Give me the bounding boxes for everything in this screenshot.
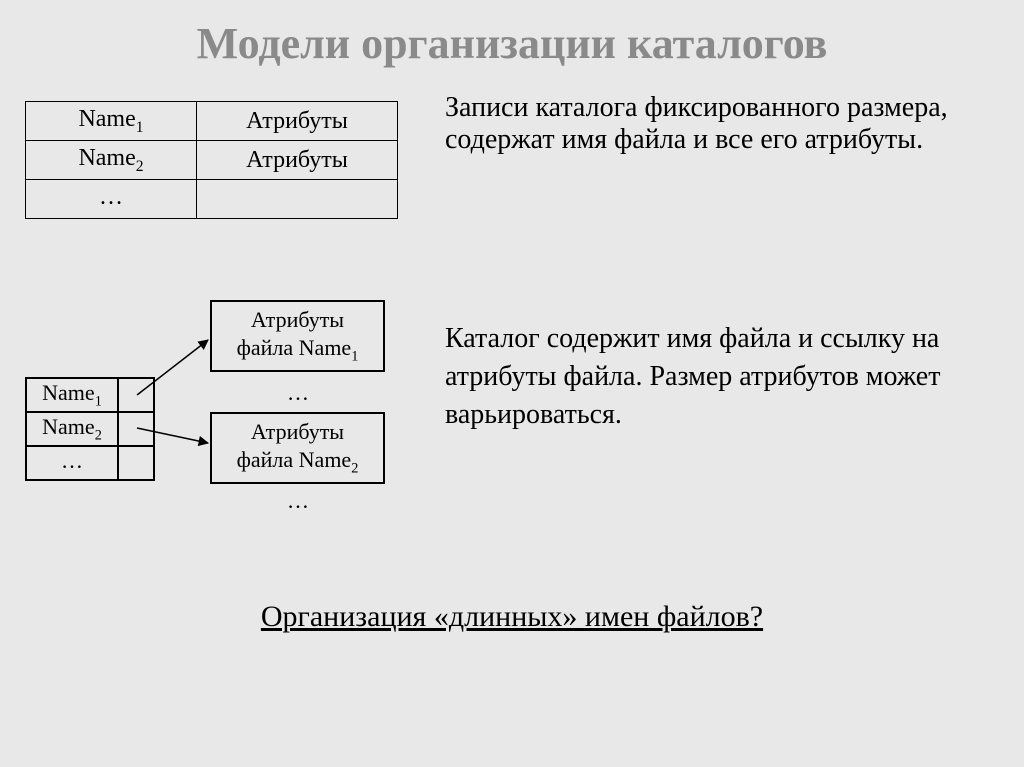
cell-pointer <box>118 412 154 446</box>
page-title: Модели организации каталогов <box>0 18 1024 69</box>
cell-name: Name2 <box>26 412 118 446</box>
cell-name: Name1 <box>26 102 197 141</box>
table-row: Name2 Атрибуты <box>26 141 398 180</box>
slide: Модели организации каталогов Name1 Атриб… <box>0 0 1024 767</box>
cell-name: Name2 <box>26 141 197 180</box>
cell-name: … <box>26 446 118 480</box>
attrbox-2: Атрибуты файла Name2 <box>210 412 385 484</box>
model1-description: Записи каталога фиксированного размера, … <box>445 92 1000 156</box>
cell-pointer <box>118 378 154 412</box>
footer-question: Организация «длинных» имен файлов? <box>0 600 1024 634</box>
ellipsis-trailing: … <box>268 488 328 514</box>
model2-description: Каталог содержит имя файла и ссылку на а… <box>445 320 1000 433</box>
table-row: Name1 <box>26 378 154 412</box>
table-row: … <box>26 180 398 219</box>
cell-attr: Атрибуты <box>197 141 398 180</box>
table-row: Name1 Атрибуты <box>26 102 398 141</box>
table-row: Name2 <box>26 412 154 446</box>
cell-attr: Атрибуты <box>197 102 398 141</box>
cell-attr <box>197 180 398 219</box>
model2-name-table: Name1 Name2 … <box>25 377 155 481</box>
model1-table: Name1 Атрибуты Name2 Атрибуты … <box>25 101 398 219</box>
cell-name: … <box>26 180 197 219</box>
model2-diagram: Name1 Name2 … Атрибуты файла Name1 … <box>25 300 425 550</box>
ellipsis-between: … <box>268 380 328 406</box>
attrbox-1: Атрибуты файла Name1 <box>210 300 385 372</box>
cell-name: Name1 <box>26 378 118 412</box>
table-row: … <box>26 446 154 480</box>
cell-pointer <box>118 446 154 480</box>
